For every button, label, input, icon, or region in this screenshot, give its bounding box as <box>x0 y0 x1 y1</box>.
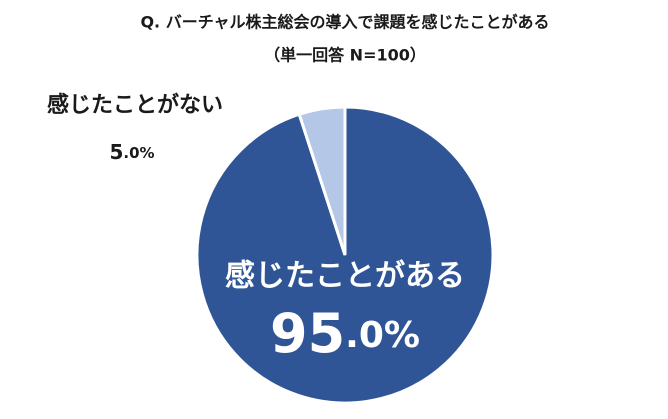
pie-slice <box>297 105 347 256</box>
chart-title: Q. バーチャル株主総会の導入で課題を感じたことがある <box>140 13 549 32</box>
data-label: 5.0% <box>109 140 154 164</box>
data-label: 95.0% <box>270 302 420 365</box>
chart-subtitle: （単一回答 N=100） <box>264 46 426 65</box>
category-label: 感じたことがない <box>47 92 223 118</box>
category-label: 感じたことがある <box>225 259 465 294</box>
